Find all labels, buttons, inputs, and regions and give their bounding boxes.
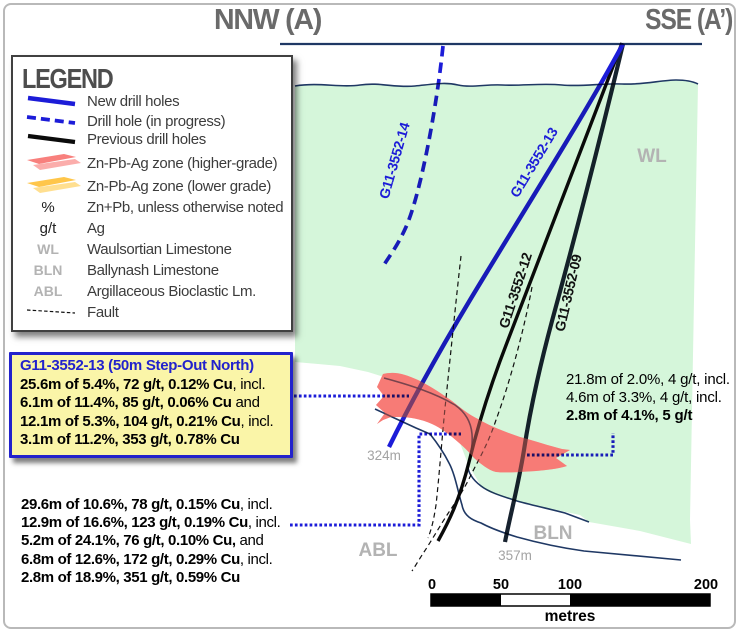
svg-text:200: 200	[694, 577, 718, 593]
svg-text:BLN: BLN	[533, 523, 572, 544]
svg-text:100: 100	[558, 577, 582, 593]
svg-text:0: 0	[428, 577, 436, 593]
svg-text:metres: metres	[545, 608, 596, 625]
svg-text:357m: 357m	[498, 548, 532, 563]
svg-text:WL: WL	[637, 146, 667, 167]
svg-text:50: 50	[493, 577, 509, 593]
svg-text:ABL: ABL	[358, 540, 397, 561]
svg-text:324m: 324m	[367, 448, 401, 463]
